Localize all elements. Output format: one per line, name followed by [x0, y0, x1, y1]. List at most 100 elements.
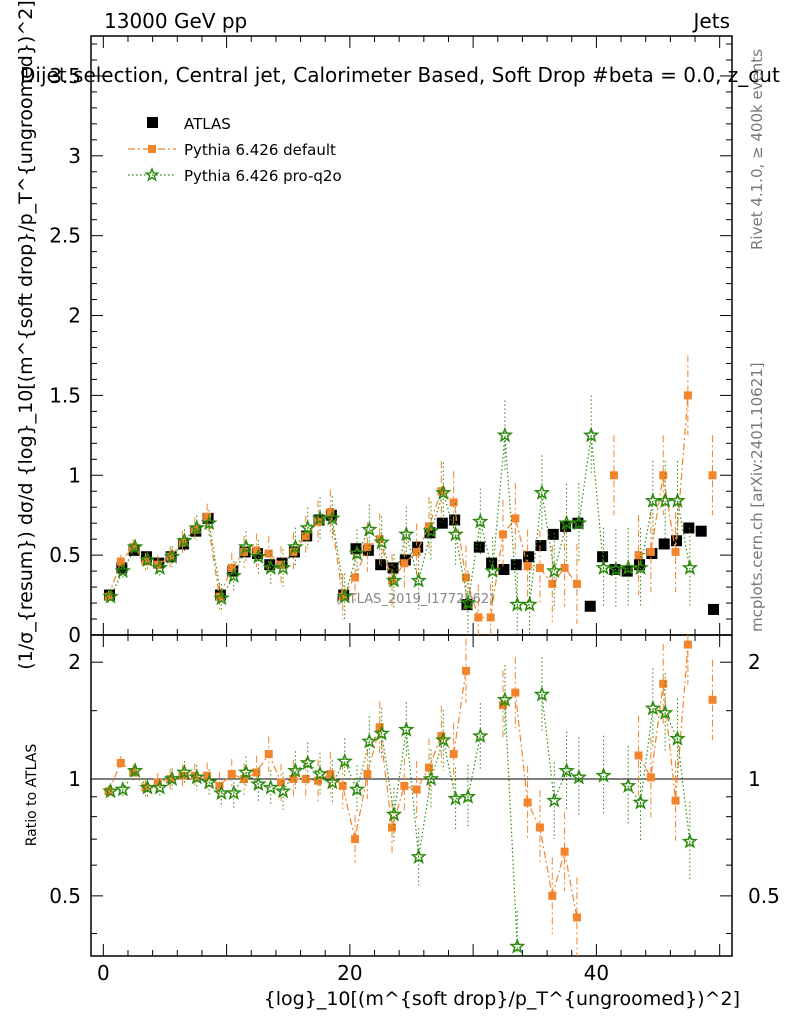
ratio-point-pythia-6-426-default: [461, 666, 470, 675]
main-point-pythia-6-426-default: [203, 512, 212, 521]
main-point-pythia-6-426-default: [129, 543, 138, 552]
main-series-group: [102, 355, 720, 635]
ratio-line-pythia-6-426-default: [638, 644, 689, 801]
jets-label: Jets: [692, 9, 730, 33]
main-point-pythia-6-426-default: [511, 514, 520, 523]
legend-label-default: Pythia 6.426 default: [184, 141, 336, 159]
x-axis: 0 20 40: [97, 36, 721, 985]
main-point-pythia-6-426-default: [560, 563, 569, 572]
main-point-pythia-6-426-default: [166, 552, 175, 561]
ratio-tick-label-right: 0.5: [748, 884, 780, 908]
ratio-point-pythia-6-426-default: [683, 640, 692, 649]
ratio-point-pythia-6-426-pro-q2o: [348, 780, 366, 797]
ratio-point-pythia-6-426-pro-q2o: [656, 704, 674, 720]
main-point-pythia-6-426-pro-q2o: [299, 519, 316, 535]
main-point-atlas: [387, 562, 399, 574]
ratio-panel-frame: [90, 634, 733, 957]
ratio-point-pythia-6-426-pro-q2o: [126, 762, 144, 778]
y-tick-label: 3.5: [49, 64, 81, 88]
main-point-atlas: [498, 564, 510, 576]
ratio-point-pythia-6-426-default: [400, 781, 409, 790]
main-point-atlas: [658, 538, 670, 550]
main-point-pythia-6-426-default: [474, 613, 483, 622]
ratio-line-pythia-6-426-default: [107, 670, 467, 840]
main-point-pythia-6-426-default: [400, 559, 409, 568]
ratio-point-pythia-6-426-default: [498, 701, 507, 710]
ratio-point-pythia-6-426-default: [338, 781, 347, 790]
main-point-pythia-6-426-pro-q2o: [361, 520, 378, 537]
ratio-tick-label-right: 1: [748, 767, 761, 791]
main-point-pythia-6-426-pro-q2o: [582, 426, 600, 443]
main-point-pythia-6-426-default: [609, 471, 618, 480]
ratio-tick-label: 1: [68, 767, 81, 791]
y-tick-label: 3: [68, 144, 81, 168]
ratio-point-pythia-6-426-pro-q2o: [114, 780, 132, 797]
legend: ATLAS Pythia 6.426 default Pythia 6.426 …: [128, 115, 342, 185]
ratio-point-pythia-6-426-default: [449, 750, 458, 759]
main-point-pythia-6-426-pro-q2o: [188, 519, 205, 535]
ratio-point-pythia-6-426-pro-q2o: [447, 790, 464, 806]
ratio-point-pythia-6-426-default: [252, 768, 261, 777]
ratio-point-pythia-6-426-default: [425, 763, 434, 772]
ratio-point-pythia-6-426-pro-q2o: [496, 691, 514, 707]
main-point-pythia-6-426-pro-q2o: [102, 588, 119, 604]
ratio-point-pythia-6-426-pro-q2o: [299, 754, 316, 770]
main-point-atlas: [535, 540, 547, 552]
y-tick-label: 0.5: [49, 543, 81, 567]
ratio-point-pythia-6-426-pro-q2o: [324, 773, 341, 790]
main-y-axis: 0 0.5 1 1.5 2 2.5 3 3.5: [49, 43, 732, 647]
main-point-pythia-6-426-pro-q2o: [669, 492, 686, 508]
main-point-atlas: [671, 535, 683, 547]
main-point-atlas: [375, 559, 387, 571]
main-point-atlas: [510, 559, 522, 571]
main-point-pythia-6-426-pro-q2o: [656, 492, 674, 508]
main-point-pythia-6-426-pro-q2o: [311, 509, 329, 526]
ratio-point-pythia-6-426-pro-q2o: [274, 782, 292, 799]
main-point-pythia-6-426-pro-q2o: [151, 559, 169, 575]
main-point-pythia-6-426-pro-q2o: [176, 532, 193, 548]
main-point-pythia-6-426-default: [486, 613, 495, 622]
ratio-point-pythia-6-426-default: [351, 835, 360, 844]
main-point-pythia-6-426-pro-q2o: [126, 538, 144, 555]
ratio-point-pythia-6-426-default: [572, 913, 581, 922]
ratio-point-pythia-6-426-pro-q2o: [237, 763, 255, 780]
main-point-pythia-6-426-pro-q2o: [114, 562, 132, 579]
ratio-point-pythia-6-426-pro-q2o: [385, 805, 403, 822]
ratio-point-pythia-6-426-default: [314, 776, 323, 785]
ratio-point-pythia-6-426-pro-q2o: [151, 779, 169, 795]
main-point-pythia-6-426-pro-q2o: [546, 562, 563, 579]
main-point-atlas: [572, 517, 584, 529]
main-point-pythia-6-426-default: [425, 522, 434, 531]
main-point-atlas: [461, 599, 473, 611]
ratio-tick-label: 0.5: [49, 884, 81, 908]
main-point-pythia-6-426-pro-q2o: [484, 562, 501, 579]
y-tick-label: 2: [68, 304, 81, 328]
legend-marker-pro-q2o: [144, 167, 160, 182]
legend-label-atlas: ATLAS: [184, 115, 231, 133]
main-point-pythia-6-426-pro-q2o: [398, 525, 415, 542]
main-point-pythia-6-426-default: [104, 592, 113, 601]
main-point-atlas: [597, 551, 609, 563]
ratio-point-pythia-6-426-default: [153, 778, 162, 787]
main-point-pythia-6-426-pro-q2o: [274, 559, 292, 576]
legend-marker-atlas: [147, 117, 158, 128]
main-point-atlas: [486, 557, 498, 569]
main-point-pythia-6-426-default: [671, 547, 680, 556]
ratio-point-pythia-6-426-default: [289, 775, 298, 784]
main-point-pythia-6-426-default: [634, 551, 643, 560]
main-point-atlas: [449, 514, 461, 526]
ratio-point-pythia-6-426-pro-q2o: [250, 775, 267, 792]
main-point-pythia-6-426-pro-q2o: [163, 548, 181, 564]
main-point-pythia-6-426-pro-q2o: [570, 514, 588, 531]
main-point-pythia-6-426-default: [363, 543, 372, 552]
main-point-pythia-6-426-pro-q2o: [447, 525, 464, 542]
main-point-atlas: [473, 541, 485, 553]
main-point-pythia-6-426-pro-q2o: [336, 588, 353, 604]
main-point-atlas: [436, 517, 448, 529]
ratio-point-pythia-6-426-pro-q2o: [533, 685, 551, 702]
ratio-point-pythia-6-426-pro-q2o: [435, 731, 452, 748]
ratio-point-pythia-6-426-default: [646, 773, 655, 782]
main-point-pythia-6-426-pro-q2o: [459, 594, 477, 611]
main-point-pythia-6-426-default: [646, 547, 655, 556]
ratio-point-pythia-6-426-default: [363, 770, 372, 779]
